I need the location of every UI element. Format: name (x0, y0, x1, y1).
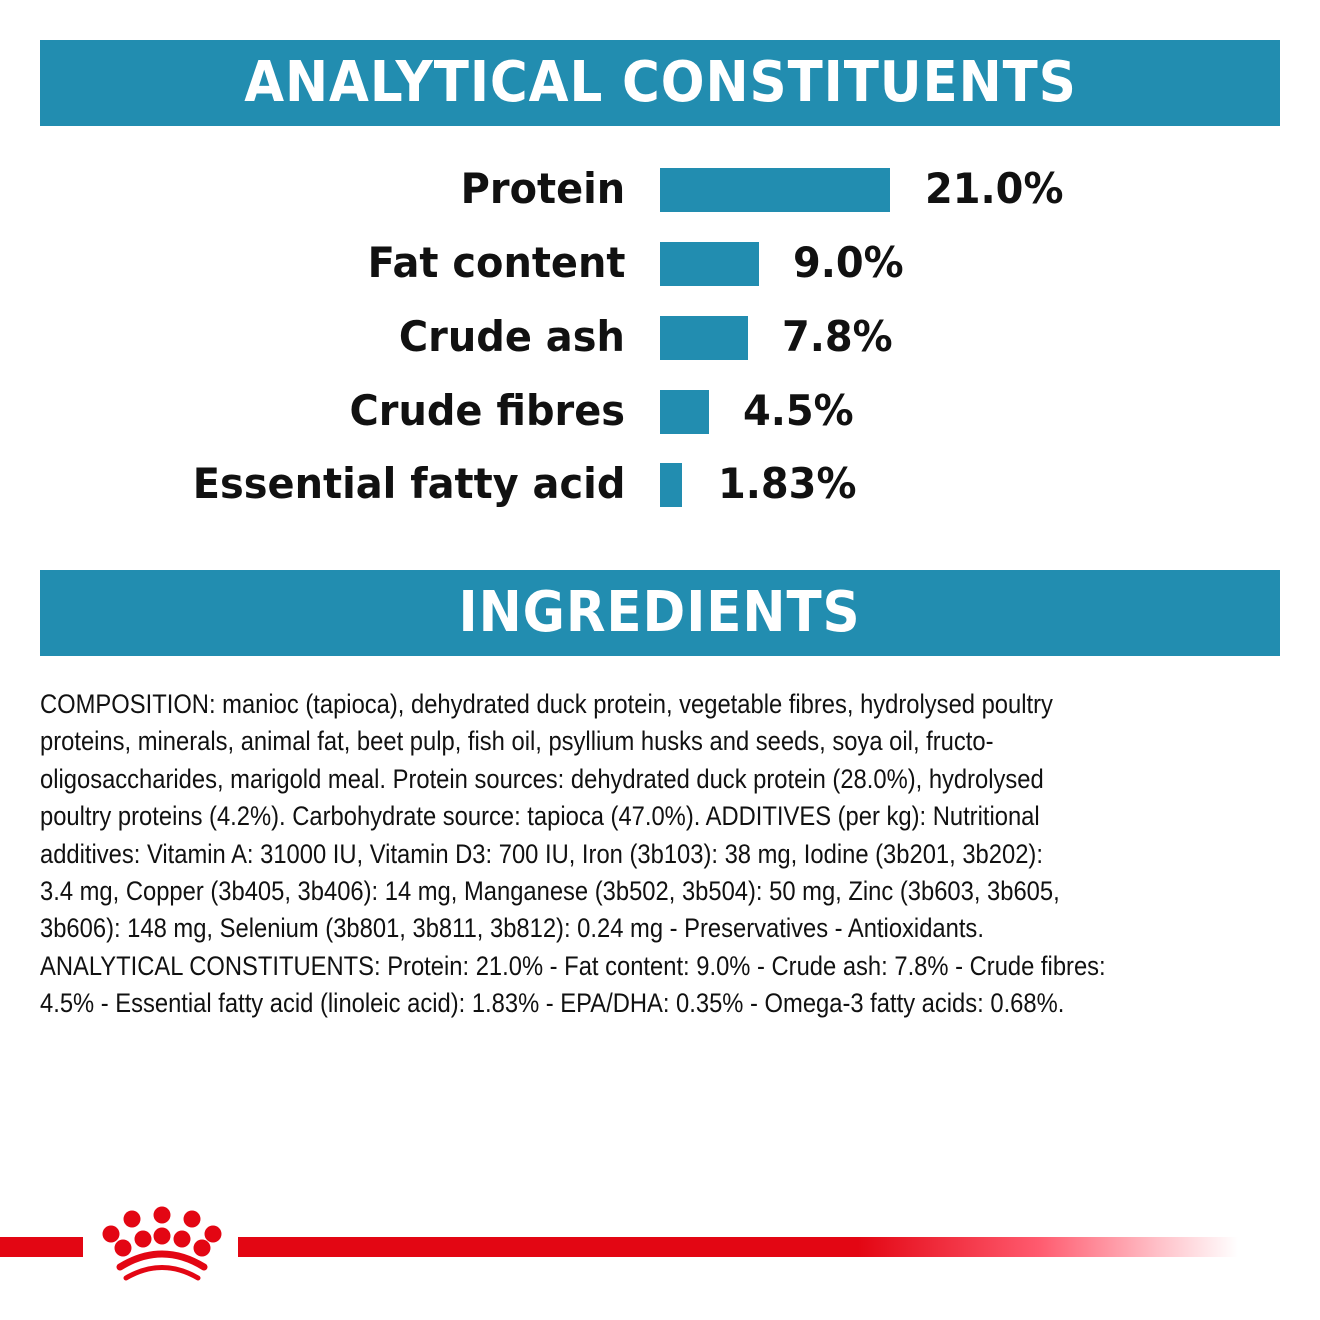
row-label: Fat content (367, 238, 625, 287)
ingredients-line: oligosaccharides, marigold meal. Protein… (40, 763, 1044, 794)
bar-protein (660, 168, 890, 212)
row-label: Crude ash (399, 312, 625, 361)
chart-row-protein: Protein 21.0% (0, 160, 1320, 220)
ingredients-line: 4.5% - Essential fatty acid (linoleic ac… (40, 988, 1065, 1019)
ingredients-title: INGREDIENTS (458, 580, 862, 645)
row-label: Crude fibres (349, 386, 625, 435)
bar-essential-fatty-acid (660, 463, 682, 507)
brand-line-right (238, 1237, 1238, 1257)
chart-row-essential-fatty-acid: Essential fatty acid 1.83% (0, 455, 1320, 515)
bar-crude-fibres (660, 390, 709, 434)
row-value: 1.83% (718, 459, 857, 508)
chart-row-crude-ash: Crude ash 7.8% (0, 308, 1320, 368)
brand-footer (0, 1200, 1320, 1290)
bar-fat-content (660, 242, 759, 286)
ingredients-paragraph: COMPOSITION: manioc (tapioca), dehydrate… (40, 686, 1290, 1023)
ingredients-line: COMPOSITION: manioc (tapioca), dehydrate… (40, 689, 1053, 719)
row-value: 21.0% (925, 164, 1064, 213)
row-label: Essential fatty acid (192, 459, 625, 508)
ingredients-line: 3b606): 148 mg, Selenium (3b801, 3b811, … (40, 913, 984, 944)
ingredients-line: additives: Vitamin A: 31000 IU, Vitamin … (40, 838, 1043, 869)
analytical-constituents-header: ANALYTICAL CONSTITUENTS (40, 40, 1280, 126)
ingredients-line: ANALYTICAL CONSTITUENTS: Protein: 21.0% … (40, 950, 1106, 981)
ingredients-line: 3.4 mg, Copper (3b405, 3b406): 14 mg, Ma… (40, 876, 1060, 907)
row-value: 9.0% (793, 238, 904, 287)
row-value: 4.5% (743, 386, 854, 435)
analytical-constituents-chart: Protein 21.0% Fat content 9.0% Crude ash… (0, 160, 1320, 520)
chart-row-crude-fibres: Crude fibres 4.5% (0, 382, 1320, 442)
brand-line-left (0, 1237, 83, 1257)
chart-row-fat-content: Fat content 9.0% (0, 234, 1320, 294)
ingredients-header: INGREDIENTS (40, 570, 1280, 656)
analytical-constituents-title: ANALYTICAL CONSTITUENTS (243, 50, 1077, 115)
ingredients-line: proteins, minerals, animal fat, beet pul… (40, 726, 994, 757)
row-label: Protein (460, 164, 625, 213)
row-value: 7.8% (782, 312, 893, 361)
crown-logo-icon (102, 1206, 222, 1281)
ingredients-line: poultry proteins (4.2%). Carbohydrate so… (40, 801, 1040, 832)
bar-crude-ash (660, 316, 748, 360)
